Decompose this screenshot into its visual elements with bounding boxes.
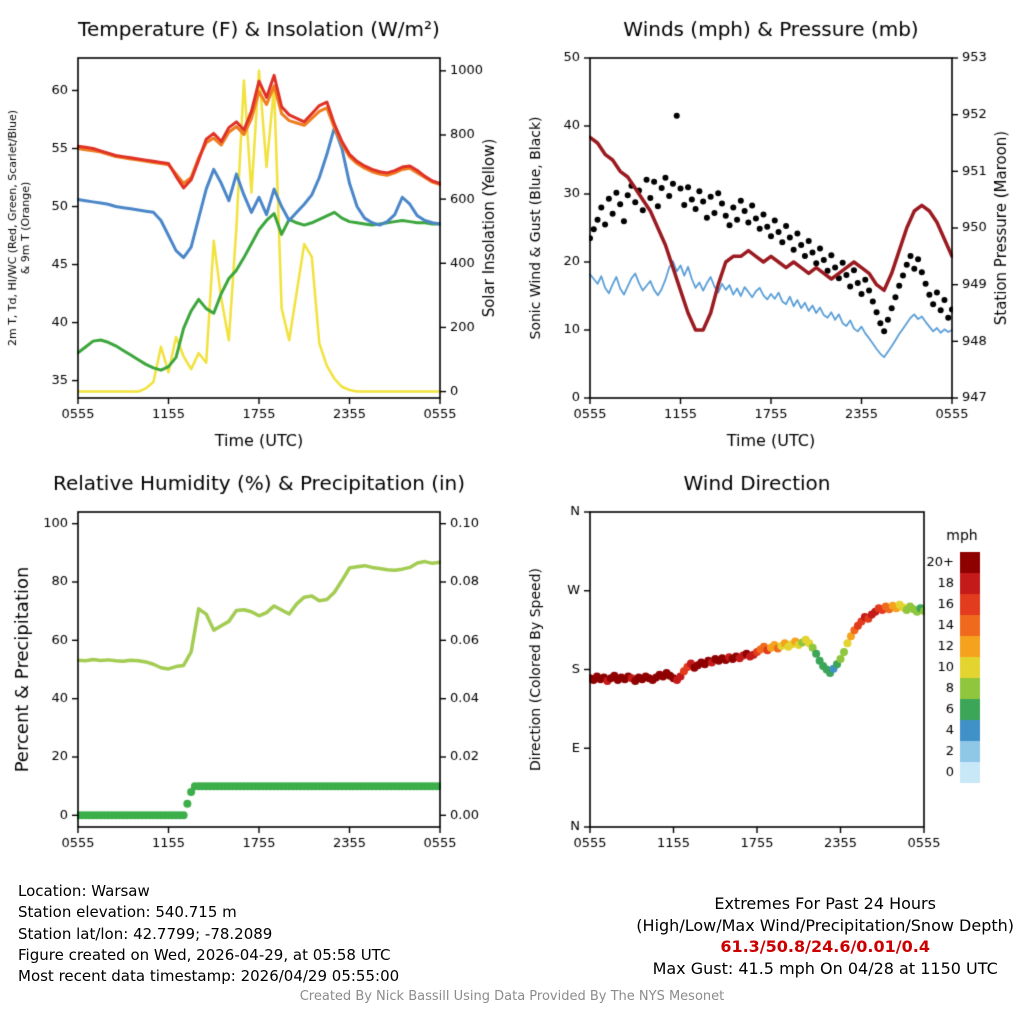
- winds-pressure-chart: [512, 0, 1024, 460]
- humidity-precip-panel: [0, 460, 512, 875]
- winds-pressure-panel: [512, 0, 1024, 460]
- wind-direction-panel: [512, 460, 1024, 875]
- humidity-precip-chart: [0, 460, 512, 875]
- station-elevation: Station elevation: 540.715 m: [18, 903, 237, 922]
- data-timestamp: Most recent data timestamp: 2026/04/29 0…: [18, 967, 400, 986]
- temperature-insolation-chart: [0, 0, 512, 460]
- extremes-info: Extremes For Past 24 Hours (High/Low/Max…: [636, 881, 1024, 979]
- extremes-title: Extremes For Past 24 Hours: [714, 894, 936, 913]
- max-gust-line: Max Gust: 41.5 mph On 04/28 at 1150 UTC: [652, 958, 998, 978]
- footer: Location: Warsaw Station elevation: 540.…: [0, 881, 1024, 987]
- charts-grid: [0, 0, 1024, 875]
- station-info: Location: Warsaw Station elevation: 540.…: [0, 881, 399, 987]
- temperature-insolation-panel: [0, 0, 512, 460]
- wind-direction-chart: [512, 460, 1024, 875]
- station-location: Location: Warsaw: [18, 882, 150, 900]
- station-latlon: Station lat/lon: 42.7799; -78.2089: [18, 924, 273, 943]
- extremes-subtitle: (High/Low/Max Wind/Precipitation/Snow De…: [636, 915, 1014, 935]
- extremes-values: 61.3/50.8/24.6/0.01/0.4: [720, 937, 930, 957]
- credit-line: Created By Nick Bassill Using Data Provi…: [299, 989, 725, 1005]
- figure-created: Figure created on Wed, 2026-04-29, at 05…: [18, 945, 391, 964]
